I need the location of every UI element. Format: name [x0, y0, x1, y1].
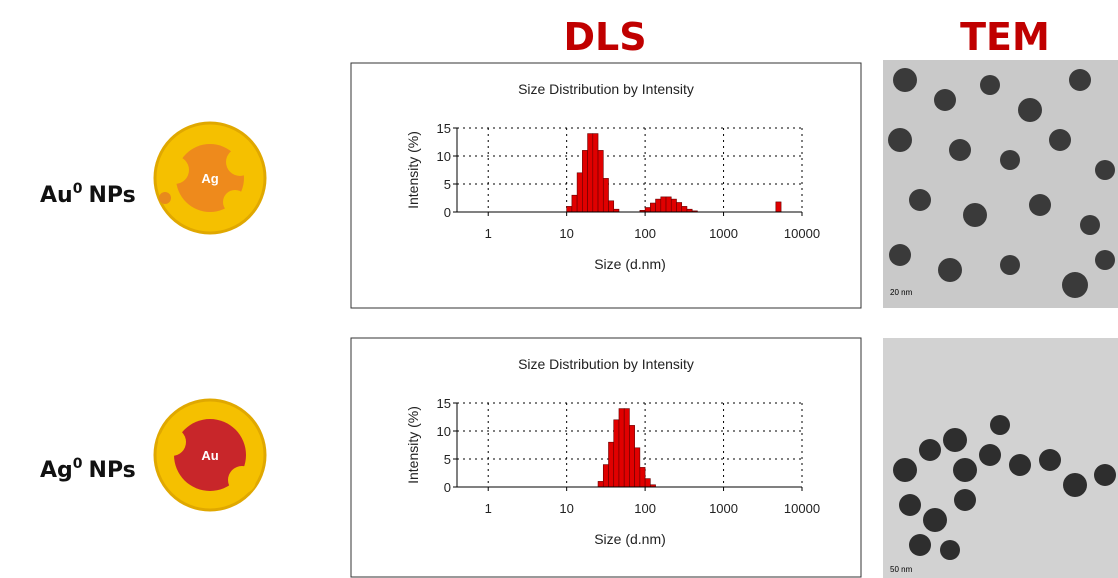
dls-chart: Size Distribution by Intensity Size (d.nm…: [350, 337, 862, 578]
bar: [623, 408, 630, 488]
y-tick-label: 15: [437, 396, 451, 411]
y-axis-label: Intensity (%): [405, 131, 421, 209]
bar: [634, 447, 641, 488]
bar: [629, 425, 635, 488]
x-axis-label: Size (d.nm): [594, 256, 666, 272]
x-axis-label: Size (d.nm): [594, 531, 666, 547]
bar: [602, 178, 609, 213]
element: Au: [40, 183, 73, 208]
superscript: 0: [73, 181, 83, 197]
bar: [670, 198, 677, 213]
row-label: Ag0 NPs: [40, 456, 136, 483]
bar: [676, 202, 683, 213]
x-tick-label: 100: [634, 501, 656, 516]
core-label: Ag: [201, 171, 218, 186]
x-tick-label: 1: [485, 226, 492, 241]
suffix: NPs: [89, 458, 136, 483]
bar: [775, 201, 782, 213]
bar: [576, 172, 583, 213]
bar: [602, 464, 609, 488]
bar: [566, 206, 573, 213]
bar: [644, 478, 651, 488]
bar: [608, 200, 615, 213]
row-label: Au0 NPs: [40, 181, 136, 208]
dls-header: DLS: [563, 15, 646, 59]
bar: [618, 408, 625, 488]
y-tick-label: 0: [444, 480, 451, 495]
scale-bar: 50 nm: [890, 565, 913, 574]
bar: [582, 150, 588, 213]
y-tick-label: 5: [444, 452, 451, 467]
tem-image: 50 nm: [883, 338, 1118, 578]
bar: [608, 441, 615, 488]
tem-header: TEM: [960, 15, 1050, 59]
x-tick-label: 10000: [784, 501, 820, 516]
chart-frame: [350, 337, 862, 578]
y-tick-label: 0: [444, 205, 451, 220]
suffix: NPs: [88, 183, 135, 208]
bar: [597, 150, 604, 213]
dls-chart: Size Distribution by Intensity Size (d.nm…: [350, 62, 862, 309]
bar: [592, 133, 599, 213]
bar: [650, 202, 656, 213]
element: Ag: [40, 458, 73, 483]
x-tick-label: 1000: [709, 226, 738, 241]
bar: [639, 467, 646, 488]
bar: [681, 206, 688, 213]
y-tick-label: 10: [437, 149, 451, 164]
bar: [587, 133, 594, 213]
chart-title: Size Distribution by Intensity: [518, 81, 694, 97]
particle-icon: Ag: [153, 121, 267, 235]
core-label: Au: [201, 448, 218, 463]
scale-bar: 20 nm: [890, 288, 913, 297]
y-axis-label: Intensity (%): [405, 406, 421, 484]
tem-image: 20 nm: [883, 60, 1118, 308]
superscript: 0: [73, 456, 83, 472]
y-tick-label: 15: [437, 121, 451, 136]
y-tick-label: 5: [444, 177, 451, 192]
particle-icon: Au: [153, 398, 267, 512]
bar: [613, 419, 620, 488]
bar: [655, 198, 662, 213]
chart-title: Size Distribution by Intensity: [518, 356, 694, 372]
bar: [571, 194, 578, 213]
x-tick-label: 10000: [784, 226, 820, 241]
x-tick-label: 1000: [709, 501, 738, 516]
x-tick-label: 1: [485, 501, 492, 516]
y-tick-label: 10: [437, 424, 451, 439]
x-tick-label: 10: [559, 501, 573, 516]
bar: [660, 196, 667, 213]
x-tick-label: 100: [634, 226, 656, 241]
bar: [665, 196, 672, 213]
x-tick-label: 10: [559, 226, 573, 241]
bar: [644, 207, 651, 213]
bar: [597, 481, 604, 488]
